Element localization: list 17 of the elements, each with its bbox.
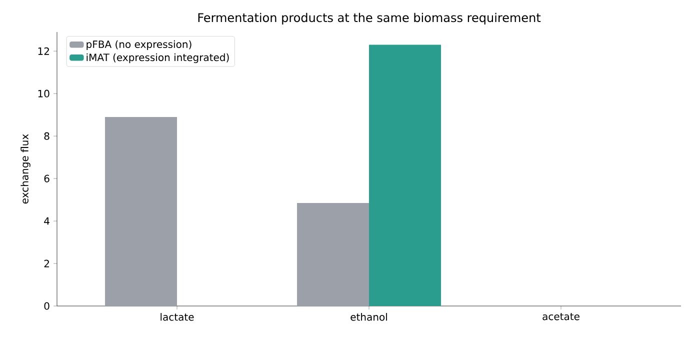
x-tick-label: ethanol <box>350 313 387 321</box>
legend-label: pFBA (no expression) <box>86 40 192 50</box>
y-tick-label: 4 <box>44 217 50 225</box>
legend-label: iMAT (expression integrated) <box>86 53 229 64</box>
chart-title: Fermentation products at the same biomass requirement <box>198 12 541 24</box>
x-tick-label: acetate <box>542 313 580 320</box>
bar <box>105 116 177 306</box>
bar <box>369 44 442 306</box>
y-tick-label: 10 <box>38 90 50 98</box>
x-tick-label: lactate <box>160 313 194 321</box>
y-tick-label: 6 <box>44 174 50 182</box>
y-axis-title: exchange flux <box>20 134 30 204</box>
y-tick-label: 2 <box>44 260 49 268</box>
y-tick-label: 12 <box>38 47 49 55</box>
y-tick-label: 0 <box>44 302 50 310</box>
y-tick-label: 8 <box>44 132 50 140</box>
bar <box>297 202 370 306</box>
